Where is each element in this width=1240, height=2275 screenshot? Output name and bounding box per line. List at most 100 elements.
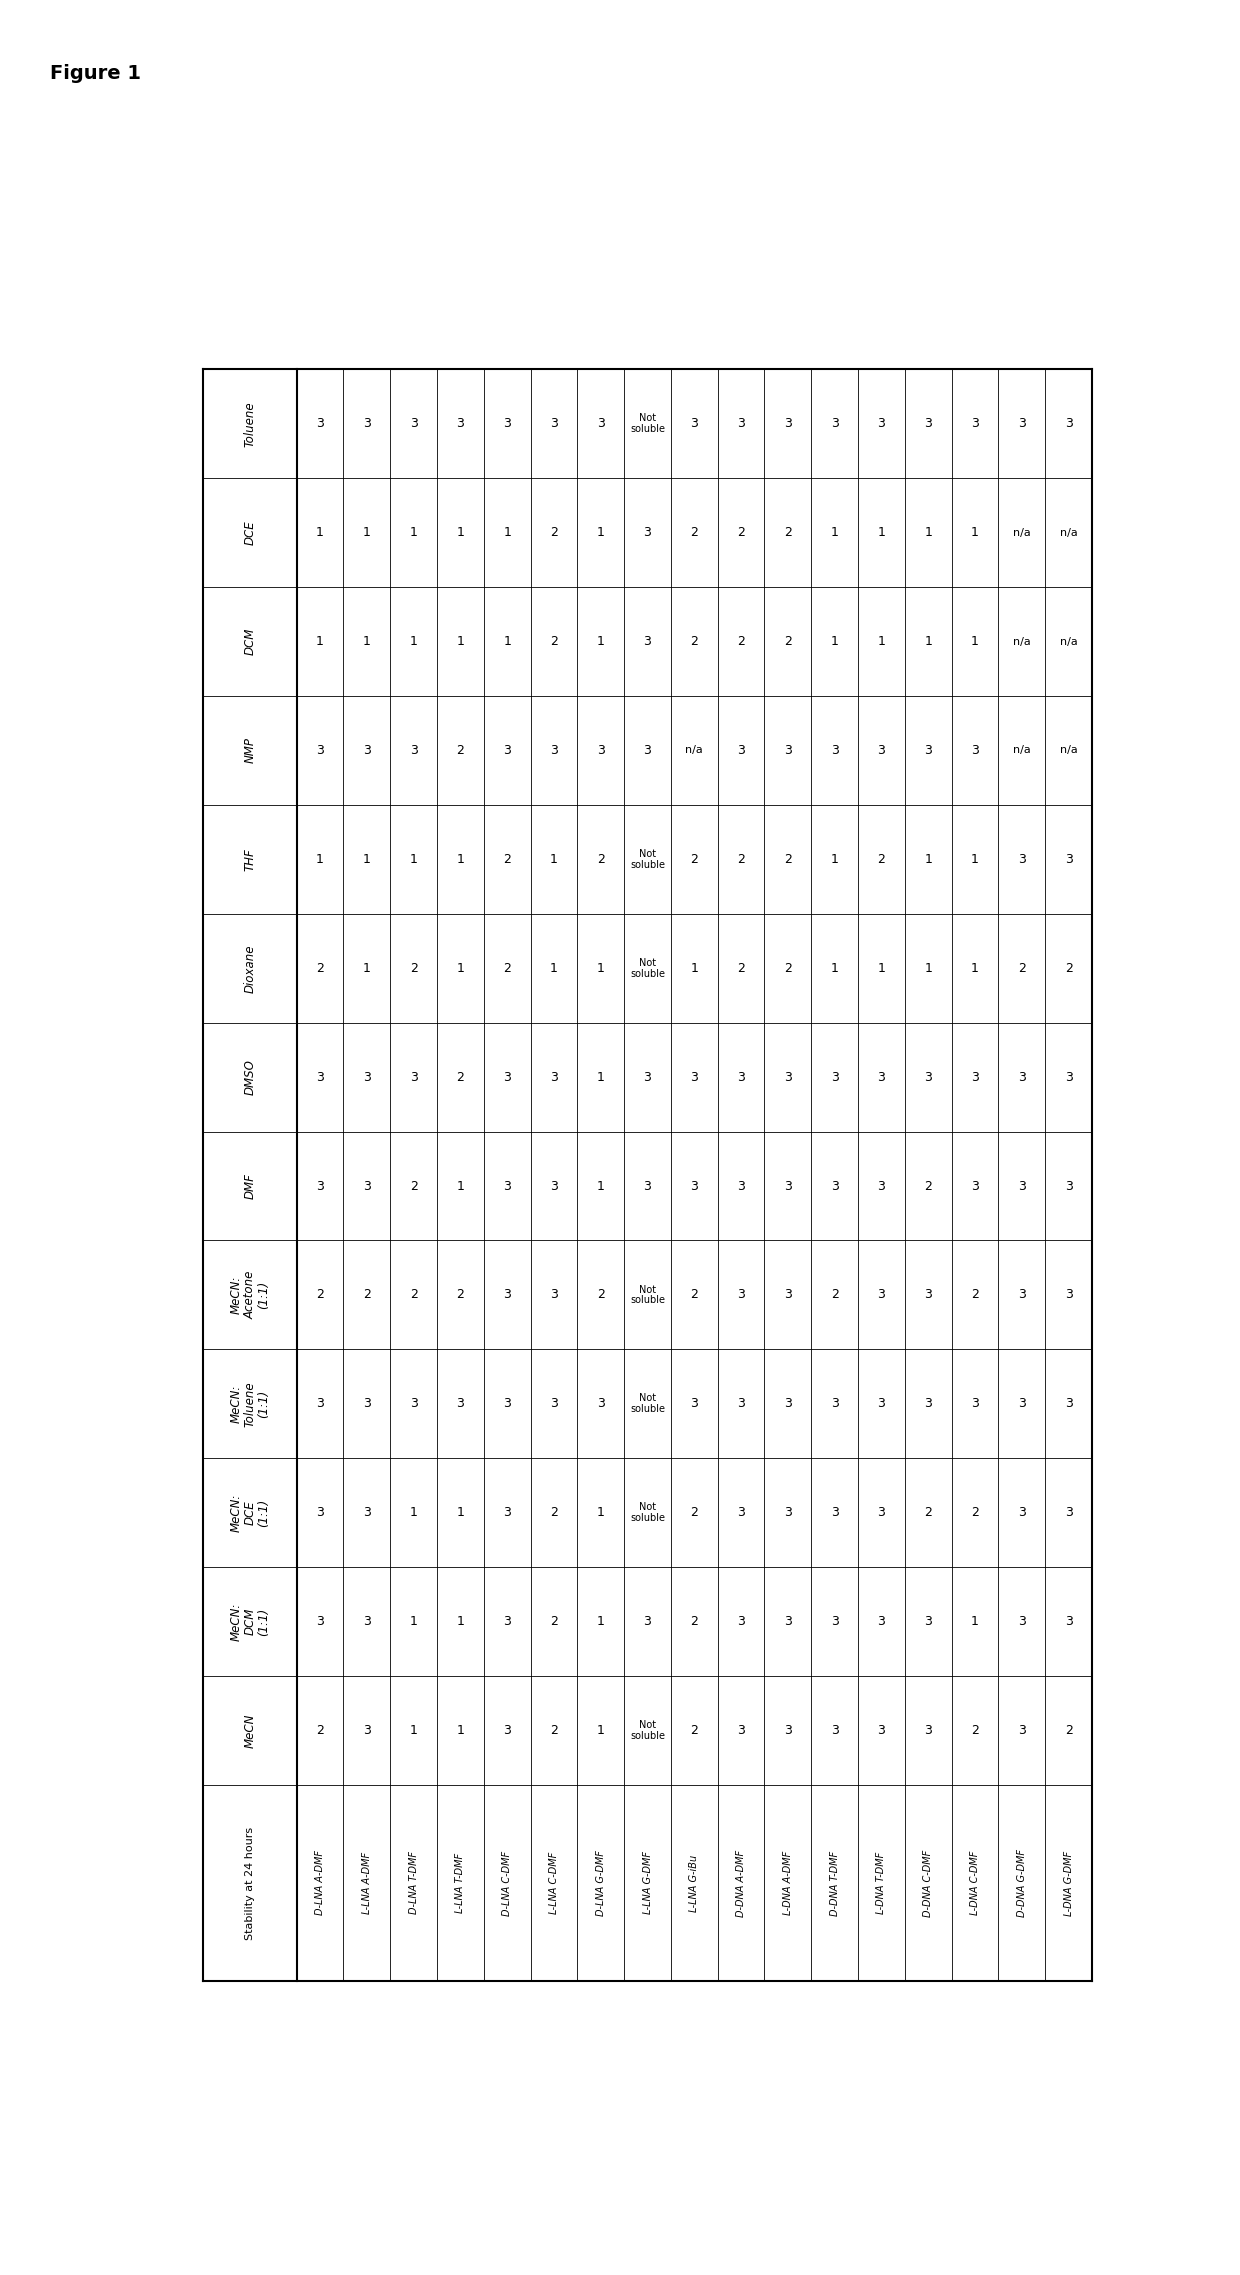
Text: 3: 3	[503, 1615, 511, 1629]
Text: 2: 2	[691, 526, 698, 539]
Text: 2: 2	[691, 1506, 698, 1520]
Text: 2: 2	[831, 1288, 838, 1301]
Text: 1: 1	[409, 1615, 418, 1629]
Text: 1: 1	[363, 526, 371, 539]
Text: 3: 3	[1065, 416, 1073, 430]
Text: 2: 2	[737, 526, 745, 539]
Text: 2: 2	[691, 635, 698, 648]
Text: 3: 3	[737, 1506, 745, 1520]
Text: D-LNA T-DMF: D-LNA T-DMF	[409, 1852, 419, 1916]
Text: 3: 3	[1018, 1288, 1025, 1301]
Text: 3: 3	[644, 1615, 651, 1629]
Text: 3: 3	[878, 1724, 885, 1738]
Text: 1: 1	[971, 1615, 978, 1629]
Text: L-LNA G-DMF: L-LNA G-DMF	[642, 1852, 652, 1916]
Text: L-LNA C-DMF: L-LNA C-DMF	[549, 1852, 559, 1913]
Text: 3: 3	[737, 416, 745, 430]
Text: 3: 3	[503, 1072, 511, 1083]
Text: 2: 2	[784, 962, 792, 974]
Text: 3: 3	[409, 1397, 418, 1410]
Text: 2: 2	[503, 853, 511, 867]
Text: 3: 3	[737, 1072, 745, 1083]
Text: 3: 3	[363, 1072, 371, 1083]
Text: 1: 1	[596, 1615, 605, 1629]
Text: 3: 3	[503, 1506, 511, 1520]
Text: D-DNA C-DMF: D-DNA C-DMF	[924, 1850, 934, 1916]
Text: 1: 1	[363, 635, 371, 648]
Text: 3: 3	[363, 1615, 371, 1629]
Text: n/a: n/a	[686, 746, 703, 755]
Text: 2: 2	[551, 1724, 558, 1738]
Text: 3: 3	[596, 1397, 605, 1410]
Text: DCM: DCM	[243, 628, 257, 655]
Text: 2: 2	[596, 1288, 605, 1301]
Text: 1: 1	[456, 635, 464, 648]
Text: 1: 1	[551, 853, 558, 867]
Text: 3: 3	[363, 1506, 371, 1520]
Text: 3: 3	[878, 744, 885, 758]
Text: 2: 2	[878, 853, 885, 867]
Text: 3: 3	[971, 1178, 978, 1192]
Text: 3: 3	[831, 1397, 838, 1410]
Text: 1: 1	[596, 526, 605, 539]
Text: 1: 1	[551, 962, 558, 974]
Text: 3: 3	[363, 1397, 371, 1410]
Text: 3: 3	[924, 744, 932, 758]
Text: Not
soluble: Not soluble	[630, 1392, 665, 1415]
Text: 3: 3	[831, 1615, 838, 1629]
Text: 2: 2	[737, 962, 745, 974]
Text: 3: 3	[1065, 1506, 1073, 1520]
Text: 3: 3	[1018, 416, 1025, 430]
Text: 3: 3	[878, 1288, 885, 1301]
Text: 2: 2	[784, 635, 792, 648]
Text: 3: 3	[644, 526, 651, 539]
Text: 2: 2	[363, 1288, 371, 1301]
Text: 1: 1	[878, 635, 885, 648]
Text: 1: 1	[971, 962, 978, 974]
Text: 3: 3	[878, 1178, 885, 1192]
Text: L-DNA A-DMF: L-DNA A-DMF	[782, 1852, 792, 1916]
Text: 3: 3	[878, 1397, 885, 1410]
Text: 3: 3	[878, 1615, 885, 1629]
Text: Not
soluble: Not soluble	[630, 1720, 665, 1740]
Text: 1: 1	[831, 853, 838, 867]
Text: 3: 3	[363, 1178, 371, 1192]
Text: 3: 3	[316, 1072, 324, 1083]
Text: 3: 3	[503, 416, 511, 430]
Text: 3: 3	[878, 416, 885, 430]
Text: 3: 3	[316, 1506, 324, 1520]
Text: 3: 3	[409, 416, 418, 430]
Text: D-DNA G-DMF: D-DNA G-DMF	[1017, 1850, 1027, 1918]
Text: Not
soluble: Not soluble	[630, 849, 665, 869]
Text: 3: 3	[971, 1072, 978, 1083]
Text: 3: 3	[503, 1724, 511, 1738]
Text: Not
soluble: Not soluble	[630, 414, 665, 435]
Text: 2: 2	[971, 1288, 978, 1301]
Text: 3: 3	[316, 1397, 324, 1410]
Text: 1: 1	[456, 1178, 464, 1192]
Text: 3: 3	[924, 1724, 932, 1738]
Text: 3: 3	[596, 744, 605, 758]
Text: D-DNA A-DMF: D-DNA A-DMF	[737, 1850, 746, 1916]
Text: 2: 2	[551, 526, 558, 539]
Text: 2: 2	[691, 1288, 698, 1301]
Text: 3: 3	[503, 744, 511, 758]
Text: L-DNA G-DMF: L-DNA G-DMF	[1064, 1850, 1074, 1916]
Text: n/a: n/a	[1013, 528, 1030, 537]
Text: n/a: n/a	[1060, 637, 1078, 646]
Text: 2: 2	[551, 635, 558, 648]
Text: 2: 2	[971, 1506, 978, 1520]
Text: 3: 3	[784, 1288, 792, 1301]
Text: 3: 3	[1018, 1178, 1025, 1192]
Text: 1: 1	[596, 1178, 605, 1192]
Text: 1: 1	[924, 635, 932, 648]
Text: 1: 1	[456, 1615, 464, 1629]
Text: 2: 2	[784, 853, 792, 867]
Text: 3: 3	[1065, 1288, 1073, 1301]
Text: 3: 3	[831, 1178, 838, 1192]
Text: 1: 1	[831, 635, 838, 648]
Text: THF: THF	[243, 849, 257, 871]
Text: MeCN:
DCE
(1:1): MeCN: DCE (1:1)	[229, 1492, 270, 1531]
Text: 3: 3	[924, 1397, 932, 1410]
Text: 3: 3	[316, 1615, 324, 1629]
